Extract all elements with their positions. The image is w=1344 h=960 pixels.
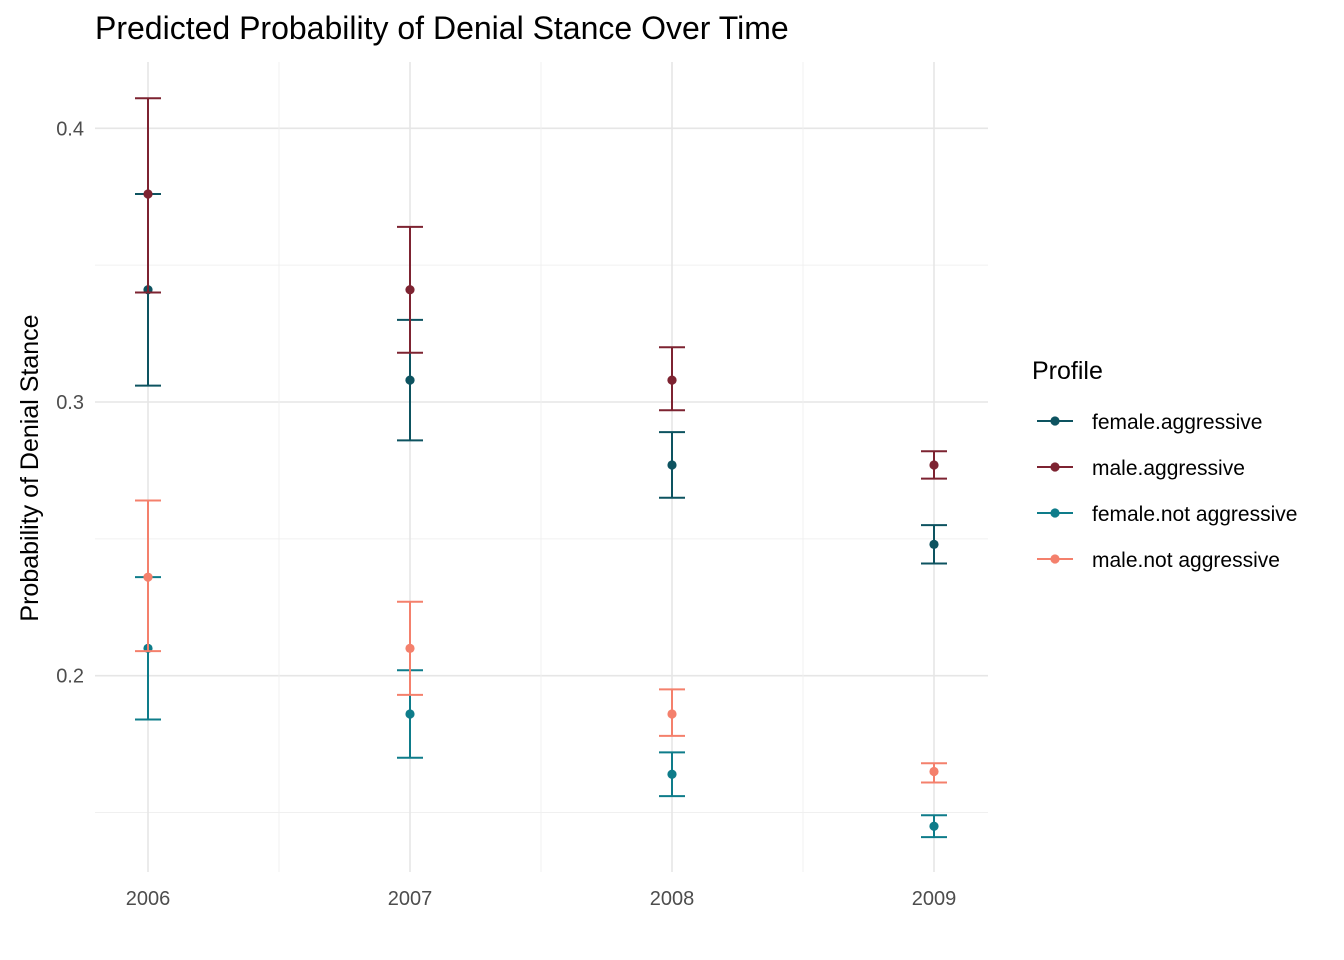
data-point [667,709,677,719]
data-point [929,766,939,777]
legend-label: male.aggressive [1092,457,1245,480]
legend-item: female.aggressive [1037,411,1262,434]
x-tick-label: 2006 [126,888,171,910]
plot-series [135,97,947,839]
data-point [143,572,153,582]
data-point [143,189,153,199]
data-point [667,769,677,779]
legend-item: male.aggressive [1037,457,1245,480]
y-tick-label: 0.4 [56,118,84,140]
x-tick-label: 2008 [650,888,695,910]
y-tick-label: 0.3 [56,392,84,414]
legend-key-point [1050,554,1060,564]
data-point [667,375,677,385]
series-male-not-aggressive [135,499,947,784]
chart-title: Predicted Probability of Denial Stance O… [95,10,789,46]
legend-items: female.aggressive male.aggressive female.n… [1037,411,1297,572]
legend-key-point [1050,462,1060,472]
data-point [929,460,939,470]
legend-label: female.aggressive [1092,411,1262,434]
x-tick-label: 2009 [912,888,957,910]
legend-item: female.not aggressive [1037,503,1297,526]
legend-title: Profile [1032,357,1103,385]
data-point [929,539,939,549]
x-tick-labels: 2006 2007 2008 2009 [126,888,957,910]
legend-key-point [1050,416,1060,426]
data-point [405,709,415,719]
data-point [929,821,939,831]
legend-key-point [1050,508,1060,518]
data-point [667,460,677,470]
data-point [405,375,415,385]
legend-item: male.not aggressive [1037,549,1280,572]
data-point [405,643,415,653]
data-point [405,285,415,295]
legend-label: male.not aggressive [1092,549,1280,572]
legend-label: female.not aggressive [1092,503,1297,526]
grid-lines [95,62,988,872]
y-tick-labels: 0.2 0.3 0.4 [56,118,84,687]
x-tick-label: 2007 [388,888,433,910]
series-male-aggressive [135,97,947,480]
legend: Profile female.aggressive male.aggressive… [1032,357,1297,572]
y-tick-label: 0.2 [56,666,84,688]
y-axis-title: Probability of Denial Stance [16,314,44,621]
